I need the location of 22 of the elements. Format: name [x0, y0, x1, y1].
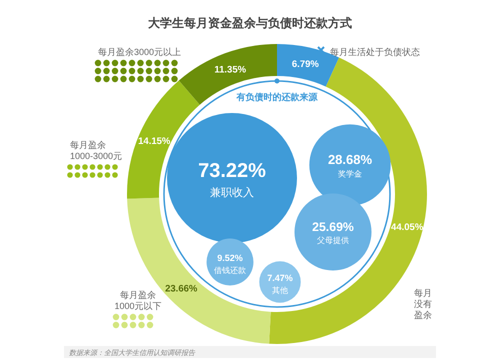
- category-label: 兼职收入: [210, 186, 254, 199]
- legend-label: 每月生活处于负债状态: [330, 47, 420, 57]
- data-label: 23.66%: [165, 284, 198, 295]
- data-label: 25.69%: [312, 220, 354, 234]
- data-label: 73.22%: [198, 160, 266, 182]
- data-label: 14.15%: [138, 136, 171, 148]
- data-label: 9.52%: [217, 253, 243, 263]
- slice-label: 每月盈余3000元以上: [98, 47, 182, 57]
- text: 有负债时的还款来源: [236, 92, 318, 102]
- category-label: 其他: [272, 286, 288, 295]
- slice-label: 每月盈余1000元以下: [114, 290, 162, 311]
- data-label: 6.79%: [292, 59, 320, 70]
- data-label: 11.35%: [214, 64, 247, 76]
- category-label: 父母提供: [317, 236, 349, 246]
- data-label: 44.05%: [391, 222, 424, 233]
- category-label: 奖学金: [338, 170, 362, 179]
- slice-label: 每月没有盈余: [414, 288, 432, 320]
- slice-label: 每月盈余1000-3000元: [70, 140, 122, 161]
- data-label: 7.47%: [267, 273, 293, 283]
- data-label: 28.68%: [328, 152, 372, 167]
- category-label: 借钱还款: [214, 266, 246, 275]
- chart-title: 大学生每月资金盈余与负债时还款方式: [148, 16, 352, 30]
